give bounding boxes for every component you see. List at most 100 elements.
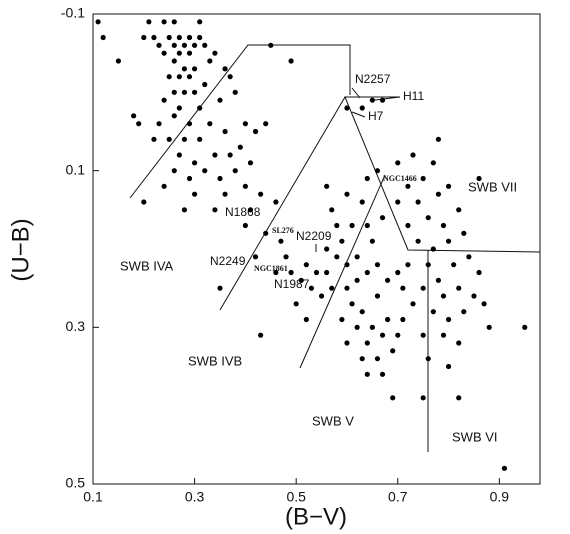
point (252, 128, 259, 135)
point (258, 332, 264, 338)
point (181, 42, 188, 48)
x-tick-label: 0.5 (286, 489, 306, 505)
point (191, 160, 198, 166)
point (420, 332, 426, 338)
point (176, 105, 182, 111)
point (390, 348, 396, 354)
plot-frame (92, 13, 541, 485)
point (258, 191, 264, 197)
annotation: N2249 (210, 254, 246, 268)
point (161, 19, 167, 25)
annotation: N1868 (225, 205, 261, 219)
point (374, 293, 381, 299)
point (481, 301, 487, 307)
point (440, 222, 447, 229)
point (329, 285, 335, 291)
point (344, 191, 350, 197)
annotation: NGC1861 (254, 264, 288, 273)
point (329, 207, 335, 213)
point (303, 316, 309, 323)
point (445, 316, 452, 323)
point (95, 19, 101, 25)
point (359, 356, 365, 362)
point (451, 262, 457, 268)
x-tick-label: 0.1 (83, 489, 103, 505)
point (141, 34, 147, 41)
point (445, 183, 452, 189)
point (405, 183, 411, 189)
point (171, 19, 177, 25)
point (339, 316, 345, 323)
point (100, 34, 106, 41)
point (334, 222, 340, 229)
point (425, 356, 431, 362)
annotation: H7 (368, 109, 384, 123)
point (268, 42, 274, 48)
point (359, 105, 365, 111)
annotation: SWB V (312, 413, 354, 428)
point (232, 89, 238, 95)
point (181, 136, 188, 142)
point (405, 262, 411, 268)
point (181, 89, 188, 95)
point (344, 340, 350, 346)
point (171, 89, 177, 95)
annotation: SWB IVB (188, 353, 242, 368)
point (171, 42, 177, 48)
point (263, 230, 269, 236)
point (420, 395, 426, 401)
point (354, 277, 360, 283)
point (176, 74, 182, 80)
point (247, 207, 254, 213)
point (440, 332, 447, 338)
point (456, 285, 462, 291)
point (379, 97, 386, 103)
point (207, 58, 213, 64)
point (430, 160, 436, 166)
annotation: SWB IVA (120, 258, 174, 273)
point (197, 136, 203, 142)
point (334, 254, 340, 260)
point (186, 121, 193, 127)
point (212, 207, 218, 213)
point (197, 19, 203, 25)
point (461, 230, 467, 236)
point (359, 199, 365, 205)
point (202, 42, 208, 48)
point (379, 371, 386, 377)
point (349, 301, 355, 307)
point (379, 332, 386, 338)
point (217, 97, 223, 103)
point (435, 277, 442, 283)
point (425, 262, 431, 268)
point (364, 371, 370, 377)
point (217, 175, 223, 182)
point (385, 316, 391, 323)
leader-line (374, 96, 401, 101)
point (430, 309, 436, 315)
point (181, 207, 188, 213)
point (364, 269, 370, 276)
point (456, 340, 462, 346)
point (171, 113, 177, 119)
point (232, 168, 238, 174)
point (288, 58, 294, 64)
point (131, 113, 137, 119)
point (237, 144, 243, 150)
point (156, 42, 162, 48)
point (242, 183, 248, 189)
point (400, 285, 406, 291)
point (222, 128, 228, 135)
point (415, 238, 421, 244)
region-boundary (129, 44, 351, 199)
point (151, 34, 157, 41)
point (364, 222, 370, 229)
point (191, 191, 198, 197)
annotation: N2209 (296, 229, 332, 243)
point (445, 238, 452, 244)
point (405, 222, 411, 229)
point (420, 175, 426, 182)
point (374, 356, 381, 362)
point (293, 301, 299, 307)
